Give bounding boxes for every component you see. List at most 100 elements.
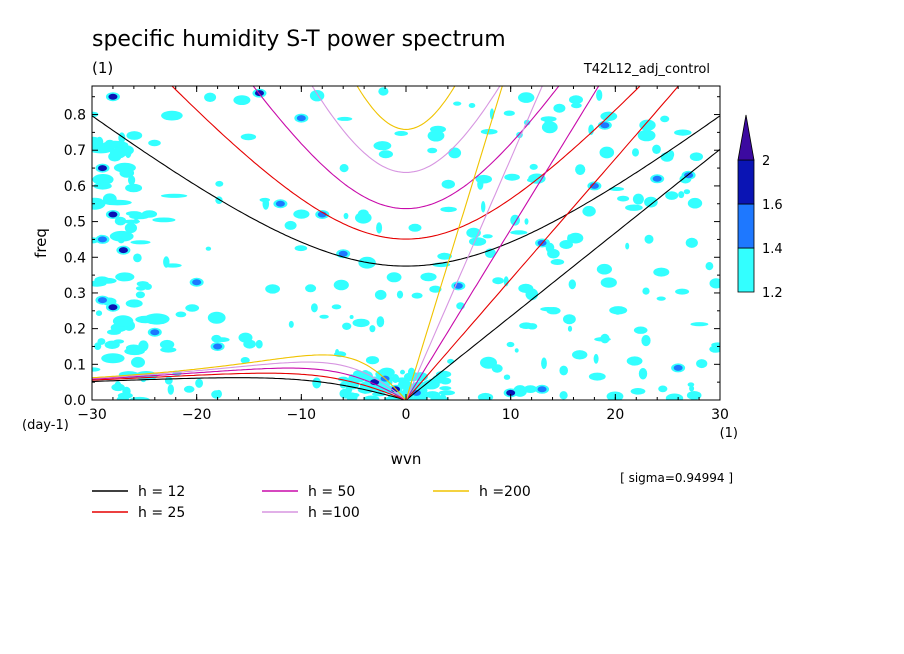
- contour-blob: [438, 390, 455, 396]
- contour-blob: [386, 272, 402, 283]
- contour-blob: [339, 164, 349, 173]
- contour-blob: [204, 92, 217, 103]
- contour-blob: [112, 315, 134, 327]
- contour-blob: [240, 133, 257, 141]
- contour-highlight: [108, 304, 118, 311]
- contour-blob: [129, 396, 150, 400]
- contour-blob: [524, 218, 529, 225]
- x-tick-label: 0: [402, 407, 411, 423]
- contour-blob: [506, 341, 515, 348]
- contour-highlight: [673, 364, 683, 371]
- contour-blob: [639, 119, 656, 131]
- contour-blob: [632, 148, 639, 157]
- contour-blob: [319, 314, 329, 319]
- contour-blob: [575, 164, 586, 176]
- contour-blob: [400, 369, 405, 375]
- contour-blob: [696, 359, 708, 369]
- contour-blob: [441, 179, 455, 189]
- contour-highlight: [275, 200, 285, 207]
- colorbar-segment: [737, 247, 755, 293]
- contour-blob: [378, 87, 389, 96]
- kelvin-curve: [405, 86, 600, 400]
- contour-blob: [376, 222, 383, 234]
- contour-highlight: [537, 386, 547, 393]
- contour-blob: [689, 385, 695, 392]
- contour-blob: [437, 252, 452, 260]
- contour-blob: [572, 350, 588, 360]
- contour-blob: [481, 201, 486, 213]
- contour-blob: [453, 101, 462, 106]
- contour-highlight: [338, 250, 348, 257]
- contour-blob: [626, 356, 643, 366]
- contour-highlight: [108, 211, 118, 218]
- contour-blob: [569, 95, 583, 105]
- contour-blob: [468, 103, 476, 108]
- contour-blob: [431, 392, 441, 400]
- colorbar-label: 1.6: [762, 198, 783, 213]
- contour-blob: [376, 316, 385, 328]
- contour-blob: [427, 130, 445, 142]
- inertia-gravity-curve: [171, 86, 641, 240]
- contour-blob: [709, 278, 720, 289]
- contour-blob: [124, 222, 137, 234]
- contour-blob: [288, 320, 294, 328]
- contour-blob: [378, 150, 393, 159]
- contour-highlight: [213, 343, 223, 350]
- contour-blob: [309, 90, 325, 102]
- contour-highlight: [652, 175, 662, 182]
- contour-blob: [128, 175, 136, 185]
- contour-blob: [685, 237, 698, 248]
- contour-blob: [355, 212, 372, 224]
- contour-blob: [343, 212, 349, 220]
- run-label: T42L12_adj_control: [583, 62, 710, 77]
- contour-blob: [504, 173, 520, 181]
- contour-blob: [92, 174, 114, 185]
- contour-blob: [439, 386, 452, 391]
- contour-blob: [482, 234, 493, 239]
- y-axis-label: freq: [32, 228, 50, 258]
- colorbar-label: 1.4: [762, 242, 783, 257]
- contour-blob: [133, 253, 142, 263]
- contour-blob: [477, 178, 484, 190]
- contour-blob: [207, 311, 226, 324]
- contour-highlight: [97, 165, 107, 172]
- contour-blob: [205, 246, 212, 251]
- contour-blob: [683, 189, 691, 195]
- contour-blob: [593, 353, 599, 364]
- contour-blob: [690, 322, 709, 327]
- contour-blob: [596, 263, 613, 275]
- contour-blob: [159, 339, 175, 350]
- contour-blob: [665, 393, 684, 400]
- contour-blob: [709, 345, 720, 353]
- inertia-gravity-curve: [311, 86, 501, 173]
- colorbar-segment: [737, 159, 755, 205]
- kelvin-curve: [405, 86, 543, 400]
- contour-blob: [582, 205, 596, 217]
- contour-blob: [352, 318, 370, 328]
- legend: h = 12 h = 25 h = 50 h =100 h =200: [92, 484, 531, 521]
- contour-blob: [447, 358, 455, 364]
- x-tick-label: 10: [502, 407, 520, 423]
- contour-blob: [567, 232, 584, 244]
- contour-blob: [148, 139, 161, 147]
- kelvin-curve: [405, 86, 503, 400]
- contour-blob: [660, 115, 670, 123]
- chart-subtitle: (1): [92, 59, 113, 77]
- contour-blob: [114, 216, 127, 226]
- y-tick-label: 0.7: [64, 143, 86, 159]
- contour-blob: [240, 357, 250, 364]
- contour-blob: [540, 307, 557, 312]
- contour-blob: [129, 213, 150, 220]
- contour-blob: [448, 147, 462, 159]
- contour-blob: [312, 377, 322, 389]
- contour-blob: [131, 356, 145, 368]
- contour-blob: [373, 141, 392, 151]
- contour-blob: [656, 296, 666, 301]
- contour-blob: [571, 102, 582, 109]
- contour-blob: [652, 144, 661, 154]
- axes: −30 −20 −10 0 10 20 30 0.0 0.1 0.2 0.3 0.4 0.5 0.6 0.7…: [64, 85, 729, 423]
- contour-blob: [559, 391, 568, 400]
- contour-blob: [175, 311, 187, 318]
- contour-blob: [609, 187, 625, 191]
